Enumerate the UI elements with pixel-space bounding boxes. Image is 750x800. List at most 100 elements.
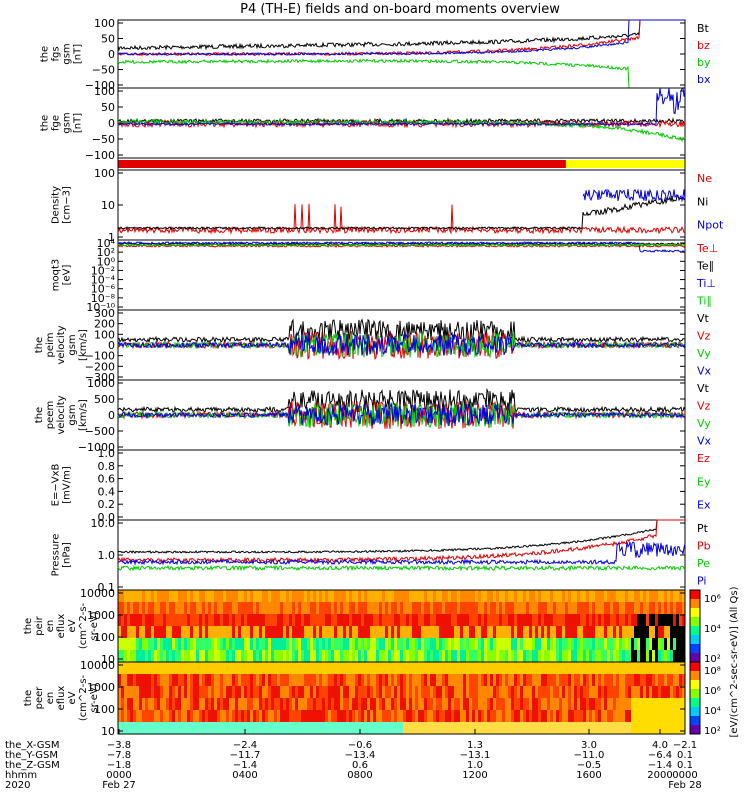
heat-cell — [238, 698, 242, 711]
heat-cell — [331, 650, 335, 663]
heat-cell — [208, 602, 212, 615]
heat-cell — [544, 614, 548, 627]
heat-cell — [271, 662, 275, 675]
heat-cell — [415, 638, 419, 651]
heat-cell — [535, 710, 539, 723]
ytick-label: 10 — [101, 653, 115, 666]
heat-cell — [226, 638, 230, 651]
heat-cell — [313, 698, 317, 711]
heat-cell — [244, 698, 248, 711]
heat-cell — [649, 638, 653, 651]
heat-cell — [244, 674, 248, 687]
heat-cell — [223, 662, 227, 675]
heat-cell — [136, 614, 140, 627]
heat-cell — [241, 722, 245, 735]
heat-cell — [676, 710, 680, 723]
ytick-label: 0 — [108, 48, 115, 61]
heat-cell — [559, 602, 563, 615]
heat-cell — [655, 686, 659, 699]
heat-cell — [316, 638, 320, 651]
heat-cell — [154, 686, 158, 699]
heat-cell — [136, 662, 140, 675]
heat-cell — [379, 614, 383, 627]
heat-cell — [382, 686, 386, 699]
heat-cell — [655, 602, 659, 615]
heat-cell — [652, 686, 656, 699]
heat-cell — [175, 614, 179, 627]
heat-cell — [460, 674, 464, 687]
heat-cell — [433, 650, 437, 663]
heat-cell — [571, 686, 575, 699]
heat-cell — [649, 650, 653, 663]
heat-cell — [478, 590, 482, 603]
heat-cell — [175, 638, 179, 651]
heat-cell — [580, 674, 584, 687]
heat-cell — [499, 650, 503, 663]
heat-cell — [517, 686, 521, 699]
heat-cell — [334, 722, 338, 735]
heat-cell — [358, 662, 362, 675]
xaxis-row-label: the_Y-GSM — [5, 750, 58, 761]
heat-cell — [280, 662, 284, 675]
heat-cell — [337, 638, 341, 651]
heat-cell — [130, 722, 134, 735]
heat-cell — [598, 626, 602, 639]
heat-cell — [577, 710, 581, 723]
heat-cell — [241, 698, 245, 711]
heat-cell — [631, 710, 635, 723]
heat-cell — [325, 614, 329, 627]
heat-cell — [469, 686, 473, 699]
heat-cell — [223, 638, 227, 651]
heat-cell — [553, 710, 557, 723]
heat-cell — [394, 722, 398, 735]
heat-cell — [682, 650, 686, 663]
heat-cell — [139, 638, 143, 651]
heat-cell — [487, 638, 491, 651]
heat-cell — [451, 638, 455, 651]
heat-cell — [424, 686, 428, 699]
heat-cell — [475, 638, 479, 651]
heat-cell — [490, 590, 494, 603]
heat-cell — [298, 602, 302, 615]
heat-cell — [496, 674, 500, 687]
heat-cell — [322, 614, 326, 627]
heat-cell — [640, 662, 644, 675]
ylabel-line: [nT] — [73, 113, 84, 133]
heat-cell — [640, 590, 644, 603]
heat-cell — [250, 614, 254, 627]
heat-cell — [583, 662, 587, 675]
heat-cell — [283, 662, 287, 675]
heat-cell — [142, 662, 146, 675]
heat-cell — [484, 710, 488, 723]
heat-cell — [457, 722, 461, 735]
heat-cell — [328, 674, 332, 687]
heat-cell — [253, 662, 257, 675]
heat-cell — [418, 710, 422, 723]
heat-cell — [409, 662, 413, 675]
heat-cell — [373, 638, 377, 651]
heat-cell — [160, 722, 164, 735]
heat-cell — [487, 662, 491, 675]
heat-cell — [523, 602, 527, 615]
heat-cell — [517, 722, 521, 735]
heat-cell — [559, 638, 563, 651]
heat-cell — [208, 698, 212, 711]
heat-cell — [166, 602, 170, 615]
heat-cell — [667, 698, 671, 711]
panel-frame-density — [117, 169, 686, 241]
heat-cell — [286, 626, 290, 639]
heat-cell — [250, 638, 254, 651]
heat-cell — [352, 626, 356, 639]
heat-cell — [328, 722, 332, 735]
heat-cell — [274, 650, 278, 663]
heat-cell — [538, 626, 542, 639]
heat-cell — [256, 614, 260, 627]
heat-cell — [301, 698, 305, 711]
heat-cell — [457, 638, 461, 651]
heat-cell — [124, 674, 128, 687]
heat-cell — [289, 698, 293, 711]
heat-cell — [382, 638, 386, 651]
heat-cell — [430, 590, 434, 603]
heat-cell — [154, 638, 158, 651]
heat-cell — [481, 614, 485, 627]
